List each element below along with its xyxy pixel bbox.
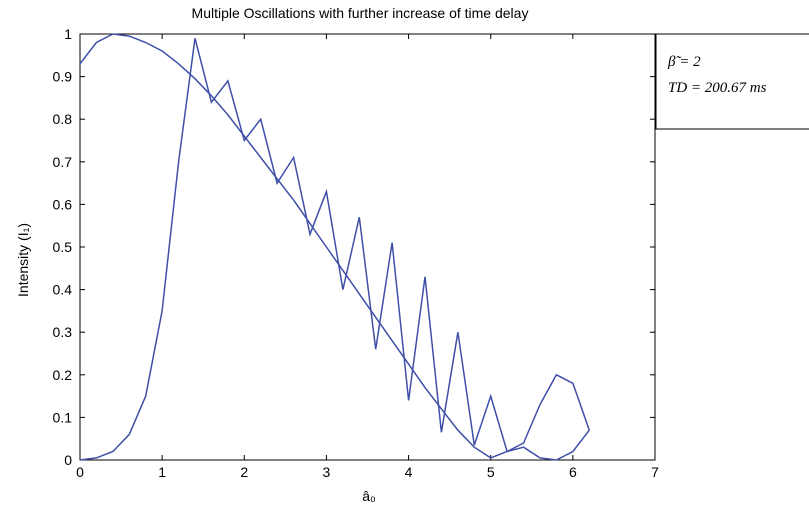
plot-area	[79, 33, 656, 461]
series-group	[79, 33, 591, 461]
x-tick-label: 0	[76, 464, 84, 480]
y-tick-label: 0.2	[53, 367, 73, 383]
x-tick-label: 2	[240, 464, 248, 480]
axis-ticks: 0 1 2 3 4 5 6 7 0 0.1 0.2 0.3 0.4 0.5 0.6 0.7 0.8 0.9 1	[53, 26, 660, 480]
x-axis-label: â₀	[362, 488, 376, 504]
series-line-1	[79, 33, 591, 459]
y-tick-label: 0.5	[53, 239, 73, 255]
x-tick-label: 7	[651, 464, 659, 480]
x-tick-label: 3	[323, 464, 331, 480]
y-tick-label: 0.4	[53, 282, 73, 298]
y-tick-label: 1	[64, 26, 72, 42]
y-tick-label: 0.3	[53, 324, 73, 340]
annotation-td: TD = 200.67 ms	[668, 80, 767, 96]
x-tick-label: 1	[158, 464, 166, 480]
annotation-beta: β̃ = 2	[667, 54, 701, 70]
x-tick-label: 5	[487, 464, 495, 480]
y-tick-label: 0.9	[53, 69, 73, 85]
annotation-box: β̃ = 2 TD = 200.67 ms	[655, 33, 809, 130]
y-tick-label: 0	[64, 452, 72, 468]
y-tick-label: 0.7	[53, 154, 73, 170]
y-tick-label: 0.6	[53, 196, 73, 212]
x-tick-label: 6	[569, 464, 577, 480]
x-tick-label: 4	[405, 464, 413, 480]
y-tick-label: 0.1	[53, 409, 73, 425]
chart-title: Multiple Oscillations with further incre…	[192, 5, 529, 21]
series-line-2	[79, 38, 590, 461]
y-tick-label: 0.8	[53, 111, 73, 127]
y-axis-label: Intensity (I₁)	[15, 223, 31, 297]
